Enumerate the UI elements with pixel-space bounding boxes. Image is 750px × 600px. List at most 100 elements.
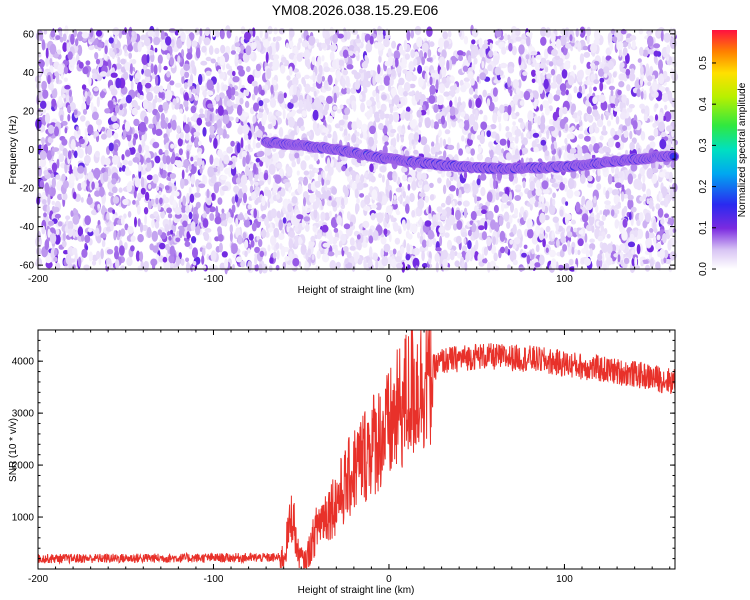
noise-speckle (87, 228, 93, 233)
noise-speckle (510, 202, 514, 213)
noise-speckle (380, 248, 385, 258)
noise-speckle (397, 196, 401, 202)
noise-speckle (64, 84, 71, 90)
noise-speckle (250, 240, 255, 248)
noise-speckle (196, 83, 200, 96)
noise-speckle (538, 131, 542, 138)
noise-speckle (155, 75, 159, 86)
noise-speckle (480, 186, 486, 197)
noise-speckle (442, 184, 447, 195)
noise-speckle (623, 205, 628, 213)
noise-speckle (304, 260, 309, 270)
noise-speckle (183, 63, 191, 71)
noise-speckle (284, 255, 290, 262)
noise-speckle (574, 248, 578, 256)
noise-speckle (518, 44, 525, 55)
noise-speckle (49, 43, 57, 55)
noise-speckle (62, 42, 68, 53)
noise-speckle (447, 137, 452, 145)
noise-speckle (610, 127, 616, 137)
noise-speckle (582, 45, 589, 51)
noise-speckle (293, 54, 297, 66)
noise-speckle (541, 195, 545, 204)
noise-speckle (501, 193, 509, 203)
noise-speckle (647, 75, 653, 82)
noise-speckle (284, 182, 292, 188)
noise-speckle (449, 76, 455, 81)
noise-speckle (199, 28, 203, 37)
noise-speckle (593, 86, 597, 92)
noise-speckle (602, 146, 609, 152)
noise-speckle (411, 210, 416, 218)
noise-speckle (587, 175, 593, 182)
noise-speckle (146, 157, 151, 163)
noise-speckle (267, 227, 275, 232)
noise-speckle (126, 256, 133, 267)
noise-speckle (663, 32, 671, 43)
noise-speckle (456, 181, 462, 189)
noise-speckle (265, 51, 269, 64)
noise-speckle (386, 67, 392, 75)
noise-speckle (389, 250, 393, 256)
noise-speckle (198, 140, 202, 147)
noise-speckle (630, 164, 638, 172)
noise-speckle (589, 238, 595, 243)
noise-speckle (313, 97, 321, 108)
noise-speckle (472, 27, 479, 38)
noise-speckle (420, 136, 428, 146)
noise-speckle (154, 47, 158, 53)
noise-speckle (266, 68, 272, 80)
noise-speckle (631, 249, 635, 255)
noise-speckle (297, 183, 302, 195)
noise-speckle (627, 173, 633, 185)
noise-speckle (232, 70, 236, 77)
noise-speckle (269, 97, 277, 108)
noise-speckle (460, 209, 464, 218)
noise-speckle (190, 116, 196, 122)
noise-speckle (156, 112, 160, 122)
noise-speckle (204, 228, 212, 233)
noise-speckle (154, 155, 161, 164)
noise-speckle (335, 162, 340, 171)
noise-speckle (191, 40, 198, 48)
noise-speckle (439, 235, 443, 247)
noise-speckle (106, 128, 113, 138)
noise-speckle (495, 192, 500, 201)
noise-speckle (169, 56, 175, 66)
noise-speckle (501, 46, 507, 55)
noise-speckle (404, 82, 411, 92)
noise-speckle (583, 51, 591, 58)
noise-speckle (518, 56, 522, 66)
noise-speckle (467, 54, 472, 64)
noise-speckle (515, 111, 520, 117)
noise-speckle (371, 189, 378, 201)
noise-speckle (481, 60, 485, 69)
noise-speckle (658, 121, 666, 132)
noise-speckle (85, 60, 91, 66)
noise-speckle (470, 210, 477, 221)
noise-speckle (176, 133, 180, 140)
noise-speckle (435, 261, 439, 273)
noise-speckle (474, 194, 478, 204)
noise-speckle (165, 243, 170, 251)
noise-speckle (237, 213, 245, 221)
noise-speckle (511, 45, 517, 56)
noise-speckle (203, 232, 210, 242)
noise-speckle (195, 224, 201, 236)
noise-speckle (429, 194, 435, 201)
noise-speckle (507, 76, 511, 88)
noise-speckle (627, 241, 636, 248)
noise-speckle (182, 220, 188, 228)
noise-speckle (254, 199, 259, 206)
noise-speckle (142, 99, 149, 110)
noise-speckle (551, 230, 555, 240)
noise-speckle (117, 108, 125, 116)
noise-speckle (492, 87, 498, 97)
noise-speckle (449, 106, 456, 117)
noise-speckle (533, 57, 536, 67)
noise-speckle (468, 87, 474, 95)
noise-speckle (262, 111, 268, 122)
noise-speckle (263, 172, 269, 181)
noise-speckle (316, 42, 321, 48)
noise-speckle (514, 195, 522, 201)
